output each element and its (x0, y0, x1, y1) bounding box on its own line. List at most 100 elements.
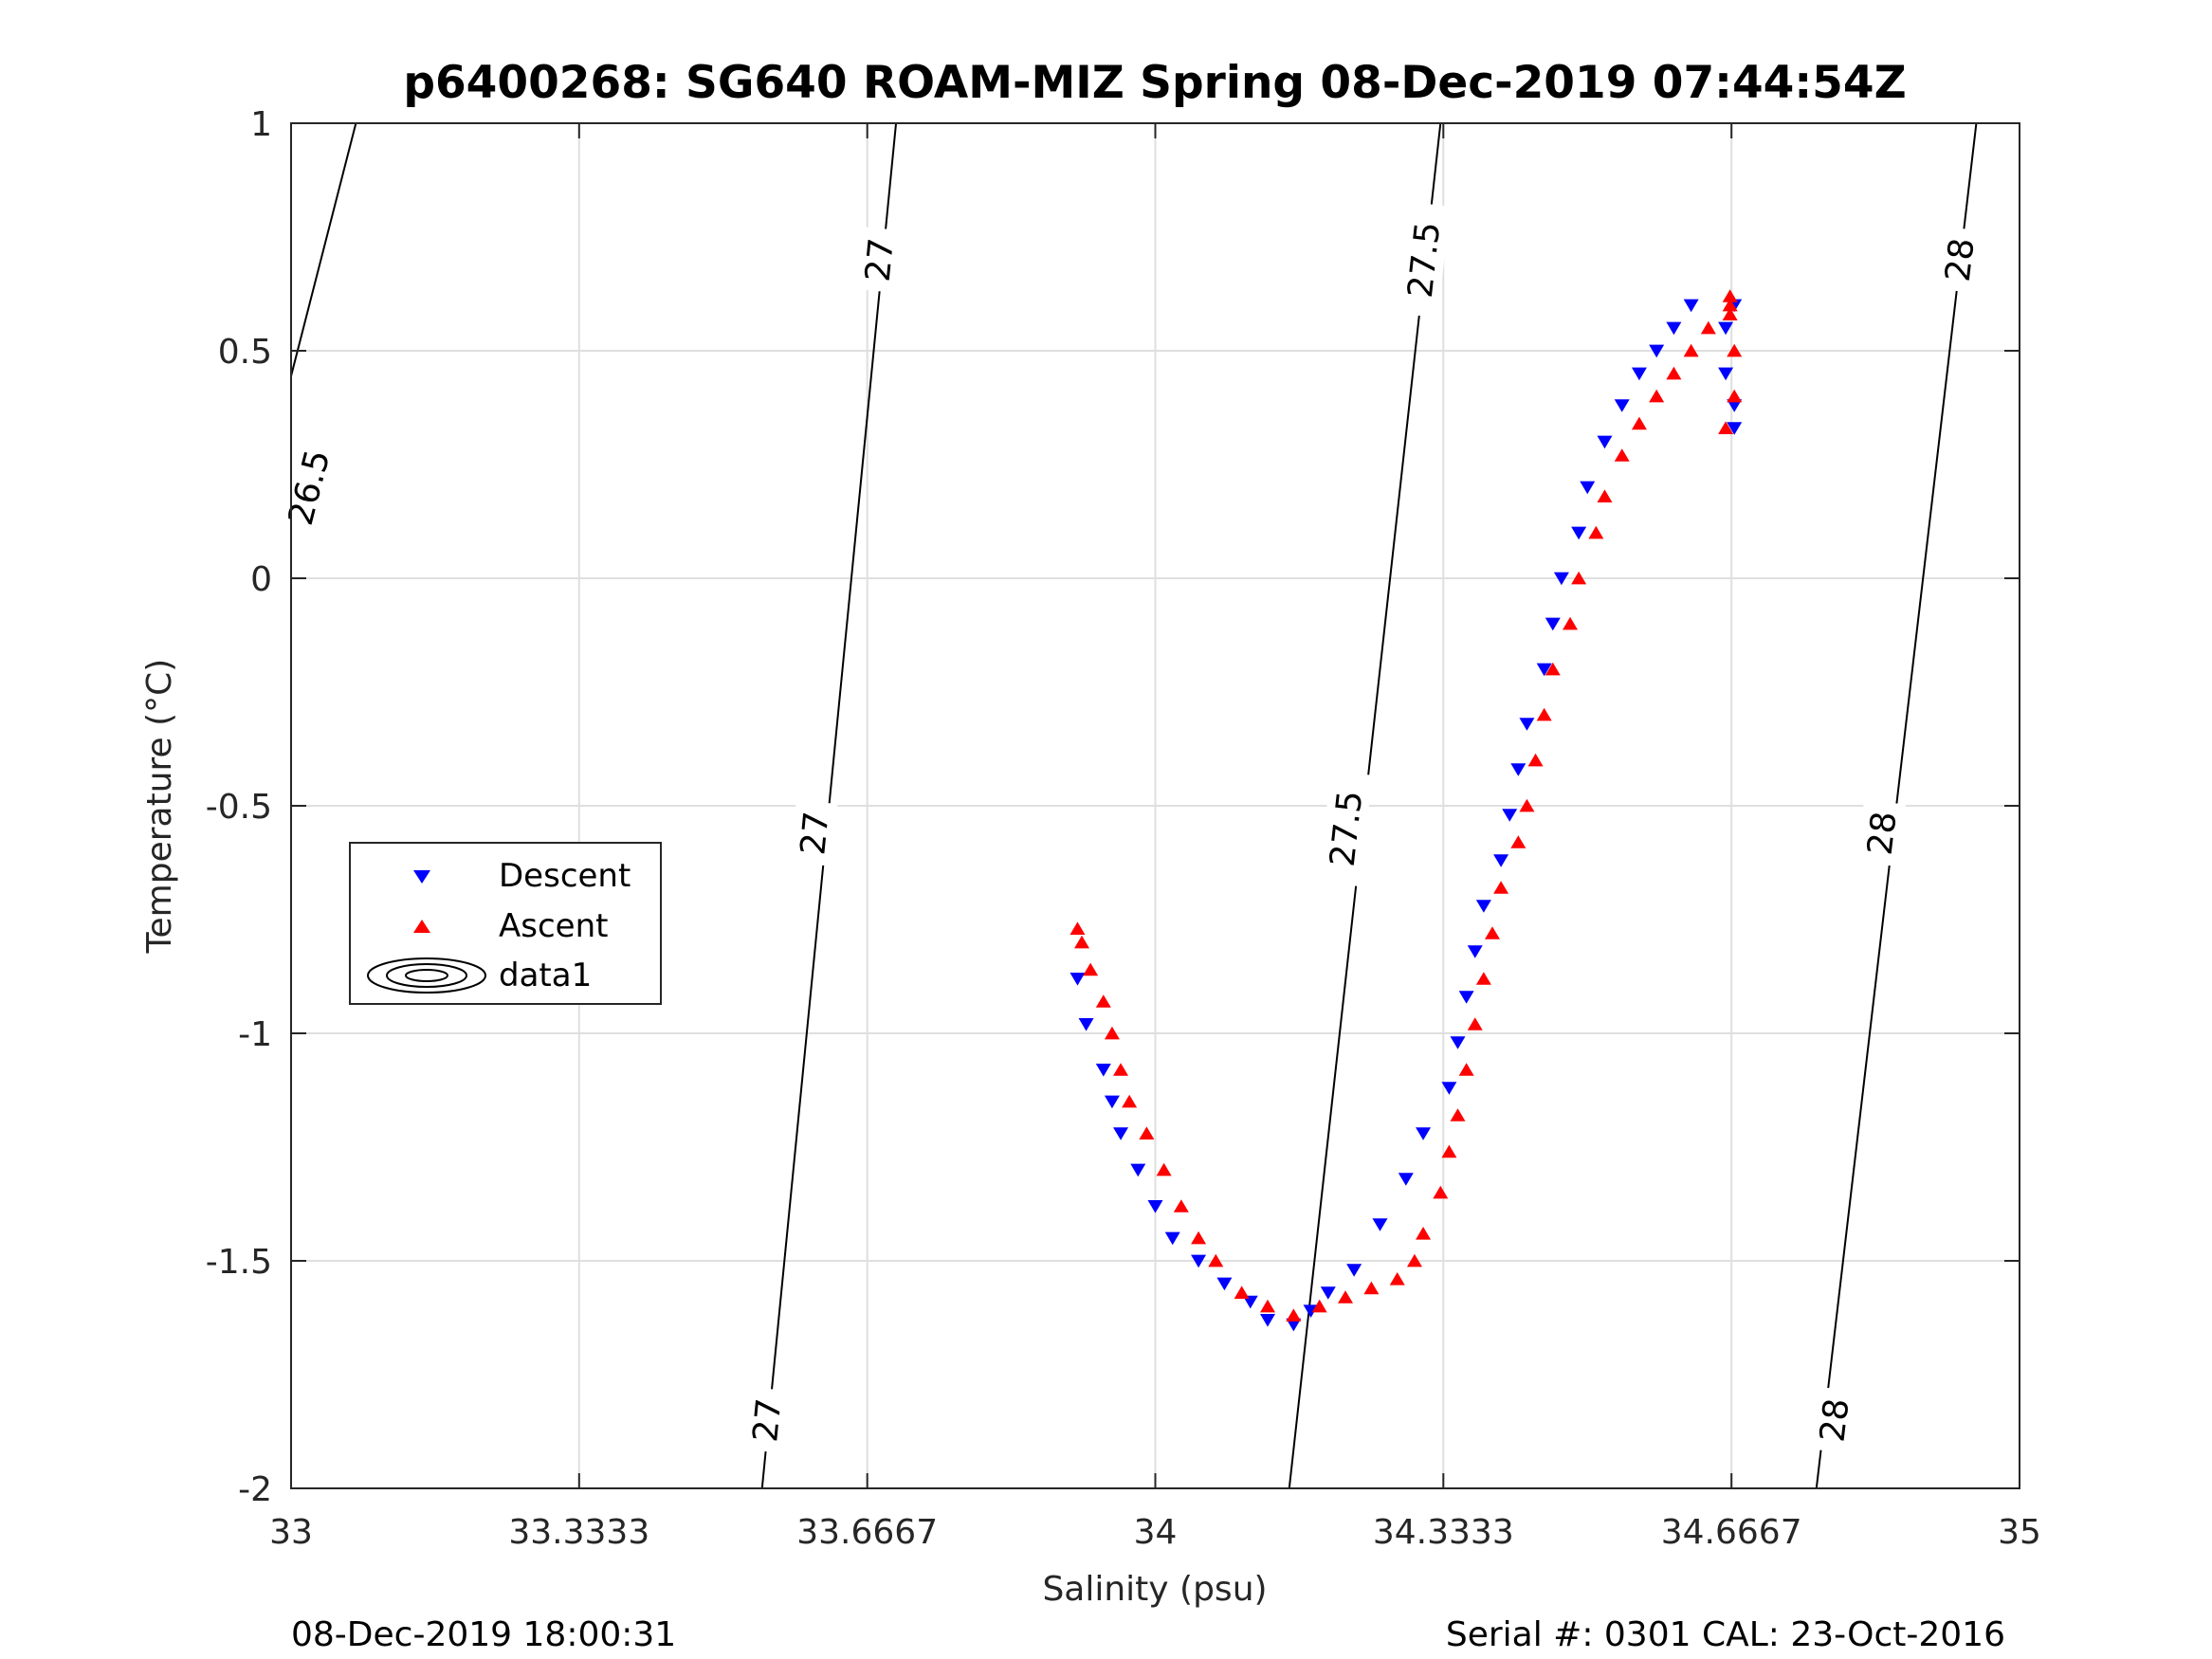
ascent-point (1441, 1144, 1457, 1158)
descent-point (1718, 321, 1734, 336)
contour-label-mask (1856, 799, 1906, 867)
descent-point (1441, 1082, 1457, 1095)
series-descent (1069, 299, 1743, 1332)
legend-ascent-marker (413, 920, 430, 933)
y-tick-label: -2 (238, 1470, 272, 1509)
contour-label-27: 27 (854, 227, 903, 293)
ascent-point (1458, 1063, 1474, 1076)
descent-point (1078, 1018, 1094, 1031)
descent-point (1069, 973, 1086, 986)
ascent-point (1363, 1281, 1380, 1295)
ascent-point (1389, 1272, 1405, 1285)
ascent-point (1113, 1063, 1129, 1076)
contour-label-mask (854, 227, 903, 293)
contour-label-text: 27.5 (1401, 220, 1449, 300)
descent-point (1286, 1318, 1302, 1332)
contour-label-27.5: 27.5 (1318, 770, 1373, 887)
descent-point (1216, 1277, 1233, 1291)
descent-point (1398, 1173, 1414, 1186)
ascent-point (1484, 926, 1500, 939)
ascent-point (1074, 935, 1090, 949)
descent-point (1242, 1295, 1258, 1309)
contour-label-mask (1318, 770, 1373, 887)
ascent-point (1563, 616, 1579, 630)
descent-point (1631, 367, 1647, 381)
ascent-point (1527, 753, 1544, 767)
y-tick-label: 0.5 (218, 333, 272, 372)
ascent-point (1311, 1299, 1327, 1313)
descent-point (1580, 481, 1596, 495)
descent-point (1164, 1231, 1180, 1246)
data-points (1069, 289, 1743, 1332)
legend: Descent Ascent data1 (349, 842, 662, 1005)
series-ascent (1069, 289, 1743, 1322)
ascent-point (1156, 1162, 1172, 1176)
ascent-point (1122, 1094, 1138, 1108)
contour-label-mask (1809, 1386, 1858, 1454)
ascent-point (1631, 416, 1647, 430)
ascent-point (1722, 289, 1738, 302)
ascent-point (1475, 972, 1491, 985)
ascent-point (1493, 881, 1509, 894)
descent-point (1416, 1127, 1432, 1140)
descent-point (1458, 991, 1474, 1004)
descent-point (1493, 854, 1509, 867)
x-tick-label: 34 (1134, 1513, 1178, 1552)
descent-point (1614, 399, 1630, 412)
y-tick-label: 1 (250, 105, 272, 144)
ascent-point (1234, 1285, 1250, 1299)
ascent-point (1173, 1199, 1189, 1212)
x-tick-label: 33 (269, 1513, 313, 1552)
contour-label-text: 27 (746, 1396, 789, 1444)
ascent-point (1597, 489, 1613, 502)
legend-contour-icon (367, 957, 486, 994)
descent-point (1147, 1200, 1163, 1213)
ascent-point (1191, 1231, 1207, 1245)
descent-point (1536, 663, 1552, 677)
footer-timestamp: 08-Dec-2019 18:00:31 (291, 1615, 676, 1654)
descent-point (1519, 718, 1535, 731)
ascent-point (1545, 662, 1561, 676)
descent-point (1191, 1254, 1207, 1268)
descent-point (1727, 422, 1743, 435)
x-tick-label: 34.6667 (1661, 1513, 1802, 1552)
ascent-point (1450, 1108, 1466, 1121)
contour-label-text: 28 (1939, 236, 1983, 283)
ascent-point (1718, 421, 1734, 434)
ascent-point (1416, 1227, 1432, 1240)
contour-label-27: 27 (742, 1387, 791, 1453)
legend-box (349, 842, 662, 1005)
x-tick-label: 35 (1998, 1513, 2041, 1552)
y-tick-label: 0 (250, 560, 272, 599)
ascent-point (1536, 707, 1552, 721)
y-axis-label: Temperature (°C) (140, 659, 179, 955)
ascent-point (1683, 343, 1699, 357)
ascent-point (1208, 1253, 1224, 1267)
contour-label-text: 28 (1813, 1396, 1856, 1444)
ascent-point (1519, 798, 1535, 812)
y-tick-label: -1 (238, 1015, 272, 1054)
axis-ticks: 33 33.3333 33.6667 34 34.3333 34.6667 35 -2 -1.5… (206, 105, 2041, 1552)
ascent-point (1433, 1185, 1449, 1199)
contour-label-mask (1396, 201, 1451, 319)
ascent-point (1571, 571, 1587, 585)
ascent-point (1666, 366, 1682, 380)
ascent-point (1104, 1026, 1120, 1040)
descent-point (1502, 809, 1518, 822)
descent-point (1104, 1095, 1120, 1109)
contour-label-text: 27 (859, 236, 902, 283)
contour-label-27.5: 27.5 (1396, 201, 1451, 319)
ascent-point (1406, 1253, 1422, 1267)
ascent-point (1727, 389, 1743, 403)
x-tick-label: 33.6667 (796, 1513, 938, 1552)
chart-title: p6400268: SG640 ROAM-MIZ Spring 08-Dec-2… (403, 57, 1906, 109)
ascent-point (1588, 525, 1604, 539)
descent-point (1597, 435, 1613, 449)
ascent-point (1614, 448, 1630, 462)
ascent-point (1259, 1299, 1275, 1313)
ascent-point (1069, 921, 1086, 935)
contour-label-text: 27.5 (1324, 789, 1371, 868)
contour-label-27: 27 (790, 799, 838, 866)
contour-label-mask (790, 799, 838, 866)
